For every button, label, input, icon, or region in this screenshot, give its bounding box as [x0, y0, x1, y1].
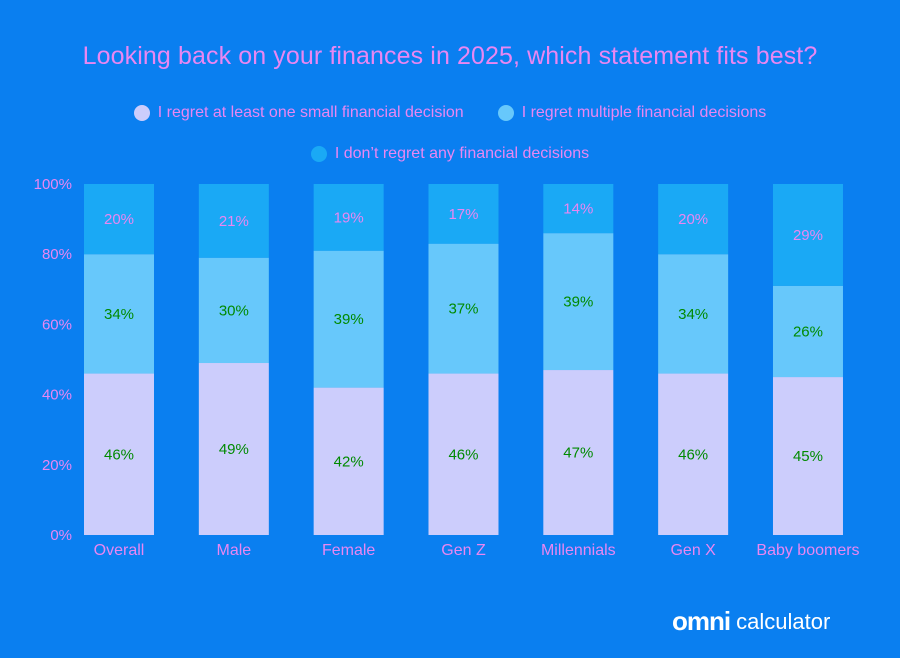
- data-label: 42%: [334, 453, 364, 470]
- x-tick-label: Female: [322, 542, 375, 559]
- bar-segment: [772, 285, 843, 378]
- bar-segment: [428, 243, 499, 374]
- y-tick-label: 60%: [42, 316, 72, 333]
- x-tick-label: Millennials: [541, 542, 616, 559]
- x-tick-label: Gen X: [670, 542, 716, 559]
- bar-segment: [543, 184, 614, 234]
- data-label: 37%: [448, 301, 478, 318]
- y-tick-label: 20%: [42, 457, 72, 474]
- bar-segment: [772, 184, 843, 286]
- legend-label: I don’t regret any financial decisions: [334, 145, 590, 162]
- legend-row-1: I regret at least one small financial de…: [0, 104, 900, 122]
- bar-segment: [543, 370, 614, 535]
- data-label: 17%: [448, 206, 478, 223]
- bar-segment: [84, 373, 154, 535]
- omni-calculator-logo: omni calculator: [672, 606, 830, 637]
- legend-swatch: [497, 105, 514, 121]
- data-label: 21%: [219, 213, 249, 230]
- data-label: 47%: [563, 445, 593, 462]
- legend-item-small-regret: I regret at least one small financial de…: [133, 104, 464, 122]
- x-tick-label: Overall: [94, 542, 145, 559]
- data-label: 34%: [678, 306, 708, 323]
- bar-segment: [198, 257, 269, 364]
- legend-label: I regret at least one small financial de…: [157, 104, 464, 121]
- data-label: 20%: [678, 211, 708, 228]
- bar-segment: [198, 363, 269, 535]
- data-label: 39%: [334, 311, 364, 328]
- brand-logo: omni: [672, 606, 731, 636]
- bar-segment: [313, 387, 384, 535]
- bar-segment: [198, 184, 269, 258]
- data-label: 34%: [104, 306, 134, 323]
- data-label: 46%: [448, 446, 478, 463]
- legend-label: I regret multiple financial decisions: [521, 104, 767, 121]
- data-label: 39%: [563, 294, 593, 311]
- bar-segment: [658, 184, 729, 255]
- x-tick-label: Male: [216, 542, 251, 559]
- data-label: 20%: [104, 211, 134, 228]
- y-tick-label: 0%: [50, 527, 72, 544]
- chart-title: Looking back on your finances in 2025, w…: [82, 42, 818, 70]
- data-label: 19%: [334, 209, 364, 226]
- data-label: 30%: [219, 302, 249, 319]
- bar-segment: [428, 373, 499, 535]
- data-label: 46%: [678, 446, 708, 463]
- legend-swatch: [310, 146, 327, 162]
- legend-row-2: I don’t regret any financial decisions: [0, 145, 900, 163]
- legend-swatch: [133, 105, 150, 121]
- bar-segment: [84, 254, 154, 374]
- bar-segment: [772, 377, 843, 535]
- data-label: 49%: [219, 441, 249, 458]
- brand-suffix: calculator: [736, 608, 831, 634]
- bar-segment: [543, 233, 614, 371]
- data-label: 45%: [793, 448, 823, 465]
- y-tick-label: 40%: [42, 387, 72, 404]
- data-label: 26%: [793, 323, 823, 340]
- bar-segment: [428, 184, 499, 244]
- y-tick-label: 80%: [42, 246, 72, 263]
- data-label: 14%: [563, 201, 593, 218]
- x-tick-label: Gen Z: [441, 542, 486, 559]
- legend-item-multiple-regret: I regret multiple financial decisions: [497, 104, 767, 122]
- data-label: 46%: [104, 446, 134, 463]
- x-tick-label: Baby boomers: [756, 542, 859, 559]
- bar-segment: [658, 373, 729, 535]
- y-tick-label: 100%: [34, 176, 72, 193]
- bar-segment: [313, 250, 384, 388]
- bar-segment: [84, 184, 154, 255]
- stacked-bar-chart: 0% 20% 40% 60% 80% 100% 46% 34% 20% Overall 49% 30%…: [34, 176, 860, 559]
- data-label: 29%: [793, 227, 823, 244]
- legend-item-no-regret: I don’t regret any financial decisions: [310, 145, 590, 163]
- bar-segment: [658, 254, 729, 374]
- bar-segment: [313, 184, 384, 251]
